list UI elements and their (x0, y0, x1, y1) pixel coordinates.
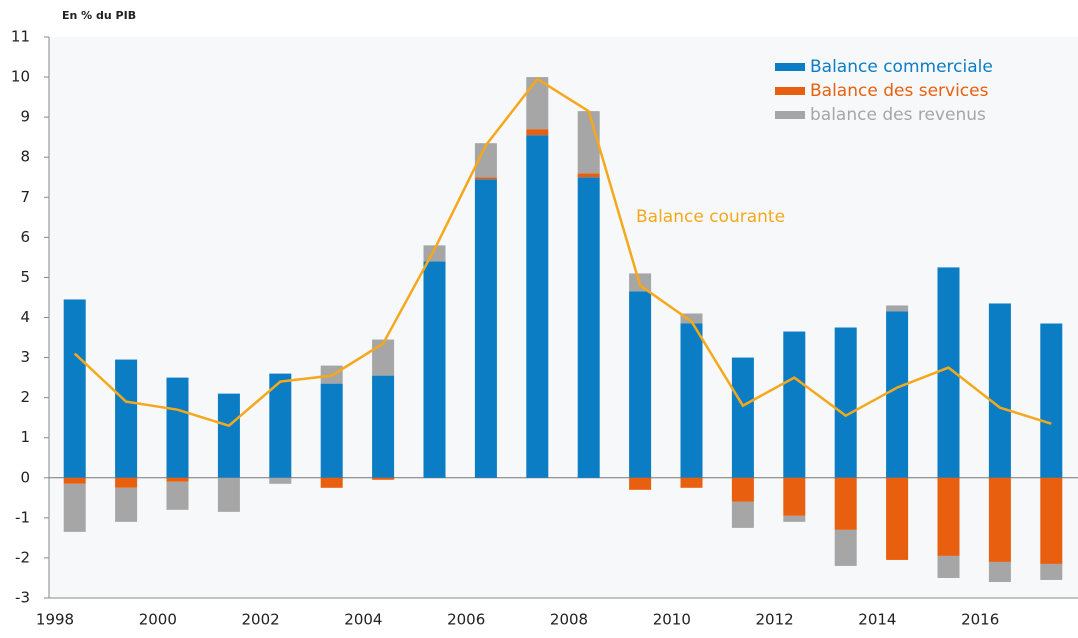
legend-label: Balance des services (810, 81, 989, 101)
bar (937, 267, 960, 478)
x-tick-label: 2002 (242, 611, 280, 629)
bar (115, 359, 138, 478)
bar (629, 477, 652, 490)
y-tick-label: -2 (15, 548, 30, 566)
bar (731, 357, 754, 478)
bar (217, 393, 240, 478)
bar (1040, 563, 1063, 580)
x-tick-label: 2004 (344, 611, 382, 629)
bar (937, 555, 960, 578)
x-tick-label: 2016 (961, 611, 999, 629)
y-tick-label: 4 (20, 308, 30, 326)
bar (63, 299, 86, 478)
x-tick-label: 2008 (550, 611, 588, 629)
bar (526, 129, 549, 136)
bar (166, 481, 189, 510)
bar (783, 477, 806, 516)
legend-swatch (775, 111, 805, 119)
bar (577, 177, 600, 478)
bar (320, 477, 343, 488)
bar (577, 173, 600, 178)
legend-swatch (775, 63, 805, 71)
bar (680, 323, 703, 478)
x-tick-label: 2000 (139, 611, 177, 629)
bar (680, 477, 703, 488)
legend-label: Balance commerciale (810, 57, 993, 77)
bar (937, 477, 960, 556)
bar (217, 477, 240, 512)
y-tick-label: 1 (20, 428, 30, 446)
bar (166, 377, 189, 478)
bar (372, 375, 395, 478)
y-tick-label: 10 (11, 68, 30, 86)
bar (988, 303, 1011, 478)
bar (886, 477, 909, 560)
bar (372, 339, 395, 376)
y-tick-label: 7 (20, 188, 30, 206)
bar (115, 477, 138, 488)
y-tick-label: 6 (20, 228, 30, 246)
y-tick-label: 2 (20, 388, 30, 406)
bar (629, 291, 652, 478)
bar (988, 477, 1011, 562)
bar (1040, 323, 1063, 478)
chart-title: En % du PIB (62, 9, 136, 22)
y-tick-label: -1 (15, 508, 30, 526)
bar (834, 327, 857, 478)
bar (988, 561, 1011, 582)
bar (731, 501, 754, 528)
bar (526, 135, 549, 478)
y-tick-label: 8 (20, 148, 30, 166)
bar (886, 305, 909, 312)
bar (783, 515, 806, 522)
bar (1040, 477, 1063, 564)
line (73, 77, 1052, 428)
bar (834, 477, 857, 530)
bar (474, 179, 497, 478)
legend-label: balance des revenus (810, 105, 986, 125)
legend-swatch (775, 87, 805, 95)
bar (783, 331, 806, 478)
line-label: Balance courante (636, 207, 785, 227)
bar (372, 477, 395, 480)
y-tick-label: 3 (20, 348, 30, 366)
bar (731, 477, 754, 502)
bar (320, 383, 343, 478)
bar (526, 77, 549, 130)
y-tick-label: 11 (11, 28, 30, 46)
bar (63, 477, 86, 484)
x-tick-label: 2010 (653, 611, 691, 629)
bar (115, 487, 138, 522)
bar (423, 261, 446, 478)
y-tick-label: -3 (15, 589, 30, 607)
bar (834, 529, 857, 566)
bar (680, 313, 703, 324)
bar (474, 177, 497, 180)
y-tick-label: 5 (20, 268, 30, 286)
bar (63, 483, 86, 532)
bar (886, 311, 909, 478)
x-tick-label: 2006 (447, 611, 485, 629)
y-tick-label: 0 (20, 468, 30, 486)
x-tick-label: 1998 (36, 611, 74, 629)
bar (269, 477, 292, 484)
bar (474, 143, 497, 178)
bar (166, 477, 189, 482)
x-tick-label: 2014 (858, 611, 896, 629)
bar (269, 373, 292, 478)
y-tick-label: 9 (20, 108, 30, 126)
x-tick-label: 2012 (756, 611, 794, 629)
bar (577, 111, 600, 174)
